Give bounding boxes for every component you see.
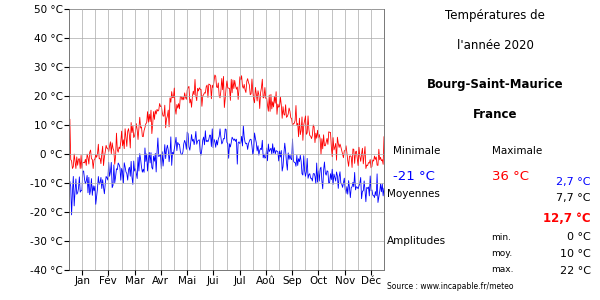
Text: Moyennes: Moyennes: [387, 189, 440, 199]
Text: Source : www.incapable.fr/meteo: Source : www.incapable.fr/meteo: [387, 282, 514, 291]
Text: 36 °C: 36 °C: [492, 169, 529, 182]
Text: Amplitudes: Amplitudes: [387, 236, 446, 245]
Text: -21 °C: -21 °C: [393, 169, 435, 182]
Text: l'année 2020: l'année 2020: [457, 39, 533, 52]
Text: 22 °C: 22 °C: [560, 266, 591, 275]
Text: 7,7 °C: 7,7 °C: [557, 194, 591, 203]
Text: Minimale: Minimale: [393, 146, 440, 155]
Text: Températures de: Températures de: [445, 9, 545, 22]
Text: 2,7 °C: 2,7 °C: [557, 177, 591, 187]
Text: 12,7 °C: 12,7 °C: [544, 212, 591, 224]
Text: Maximale: Maximale: [492, 146, 542, 155]
Text: Bourg-Saint-Maurice: Bourg-Saint-Maurice: [427, 78, 563, 91]
Text: 0 °C: 0 °C: [567, 232, 591, 242]
Text: min.: min.: [491, 232, 511, 242]
Text: France: France: [473, 108, 517, 121]
Text: 10 °C: 10 °C: [560, 249, 591, 259]
Text: moy.: moy.: [491, 249, 512, 258]
Text: max.: max.: [491, 266, 513, 274]
